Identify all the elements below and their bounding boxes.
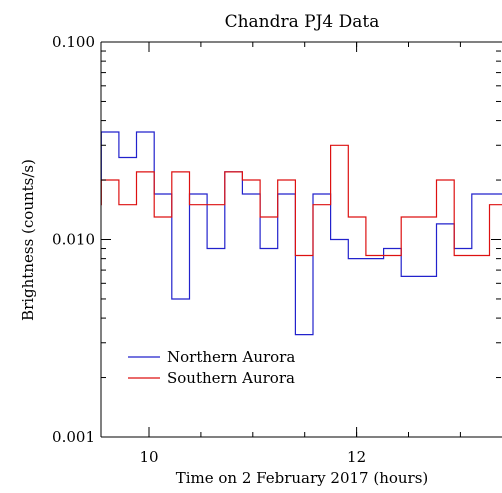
x-tick-label: 12	[347, 448, 366, 466]
chart-title: Chandra PJ4 Data	[225, 12, 380, 32]
y-tick-label: 0.001	[52, 428, 95, 446]
legend: Northern Aurora Southern Aurora	[128, 348, 295, 387]
plot-series	[101, 131, 502, 336]
x-tick-label: 10	[139, 448, 158, 466]
y-axis-label: Brightness (counts/s)	[19, 159, 37, 321]
y-tick-label: 0.100	[52, 33, 95, 51]
legend-label-northern: Northern Aurora	[167, 348, 295, 366]
series-line-northern-aurora	[101, 131, 502, 336]
series-line-southern-aurora	[101, 144, 502, 257]
x-axis-label: Time on 2 February 2017 (hours)	[176, 469, 429, 487]
legend-label-southern: Southern Aurora	[167, 369, 295, 387]
y-tick-label: 0.010	[52, 231, 95, 249]
